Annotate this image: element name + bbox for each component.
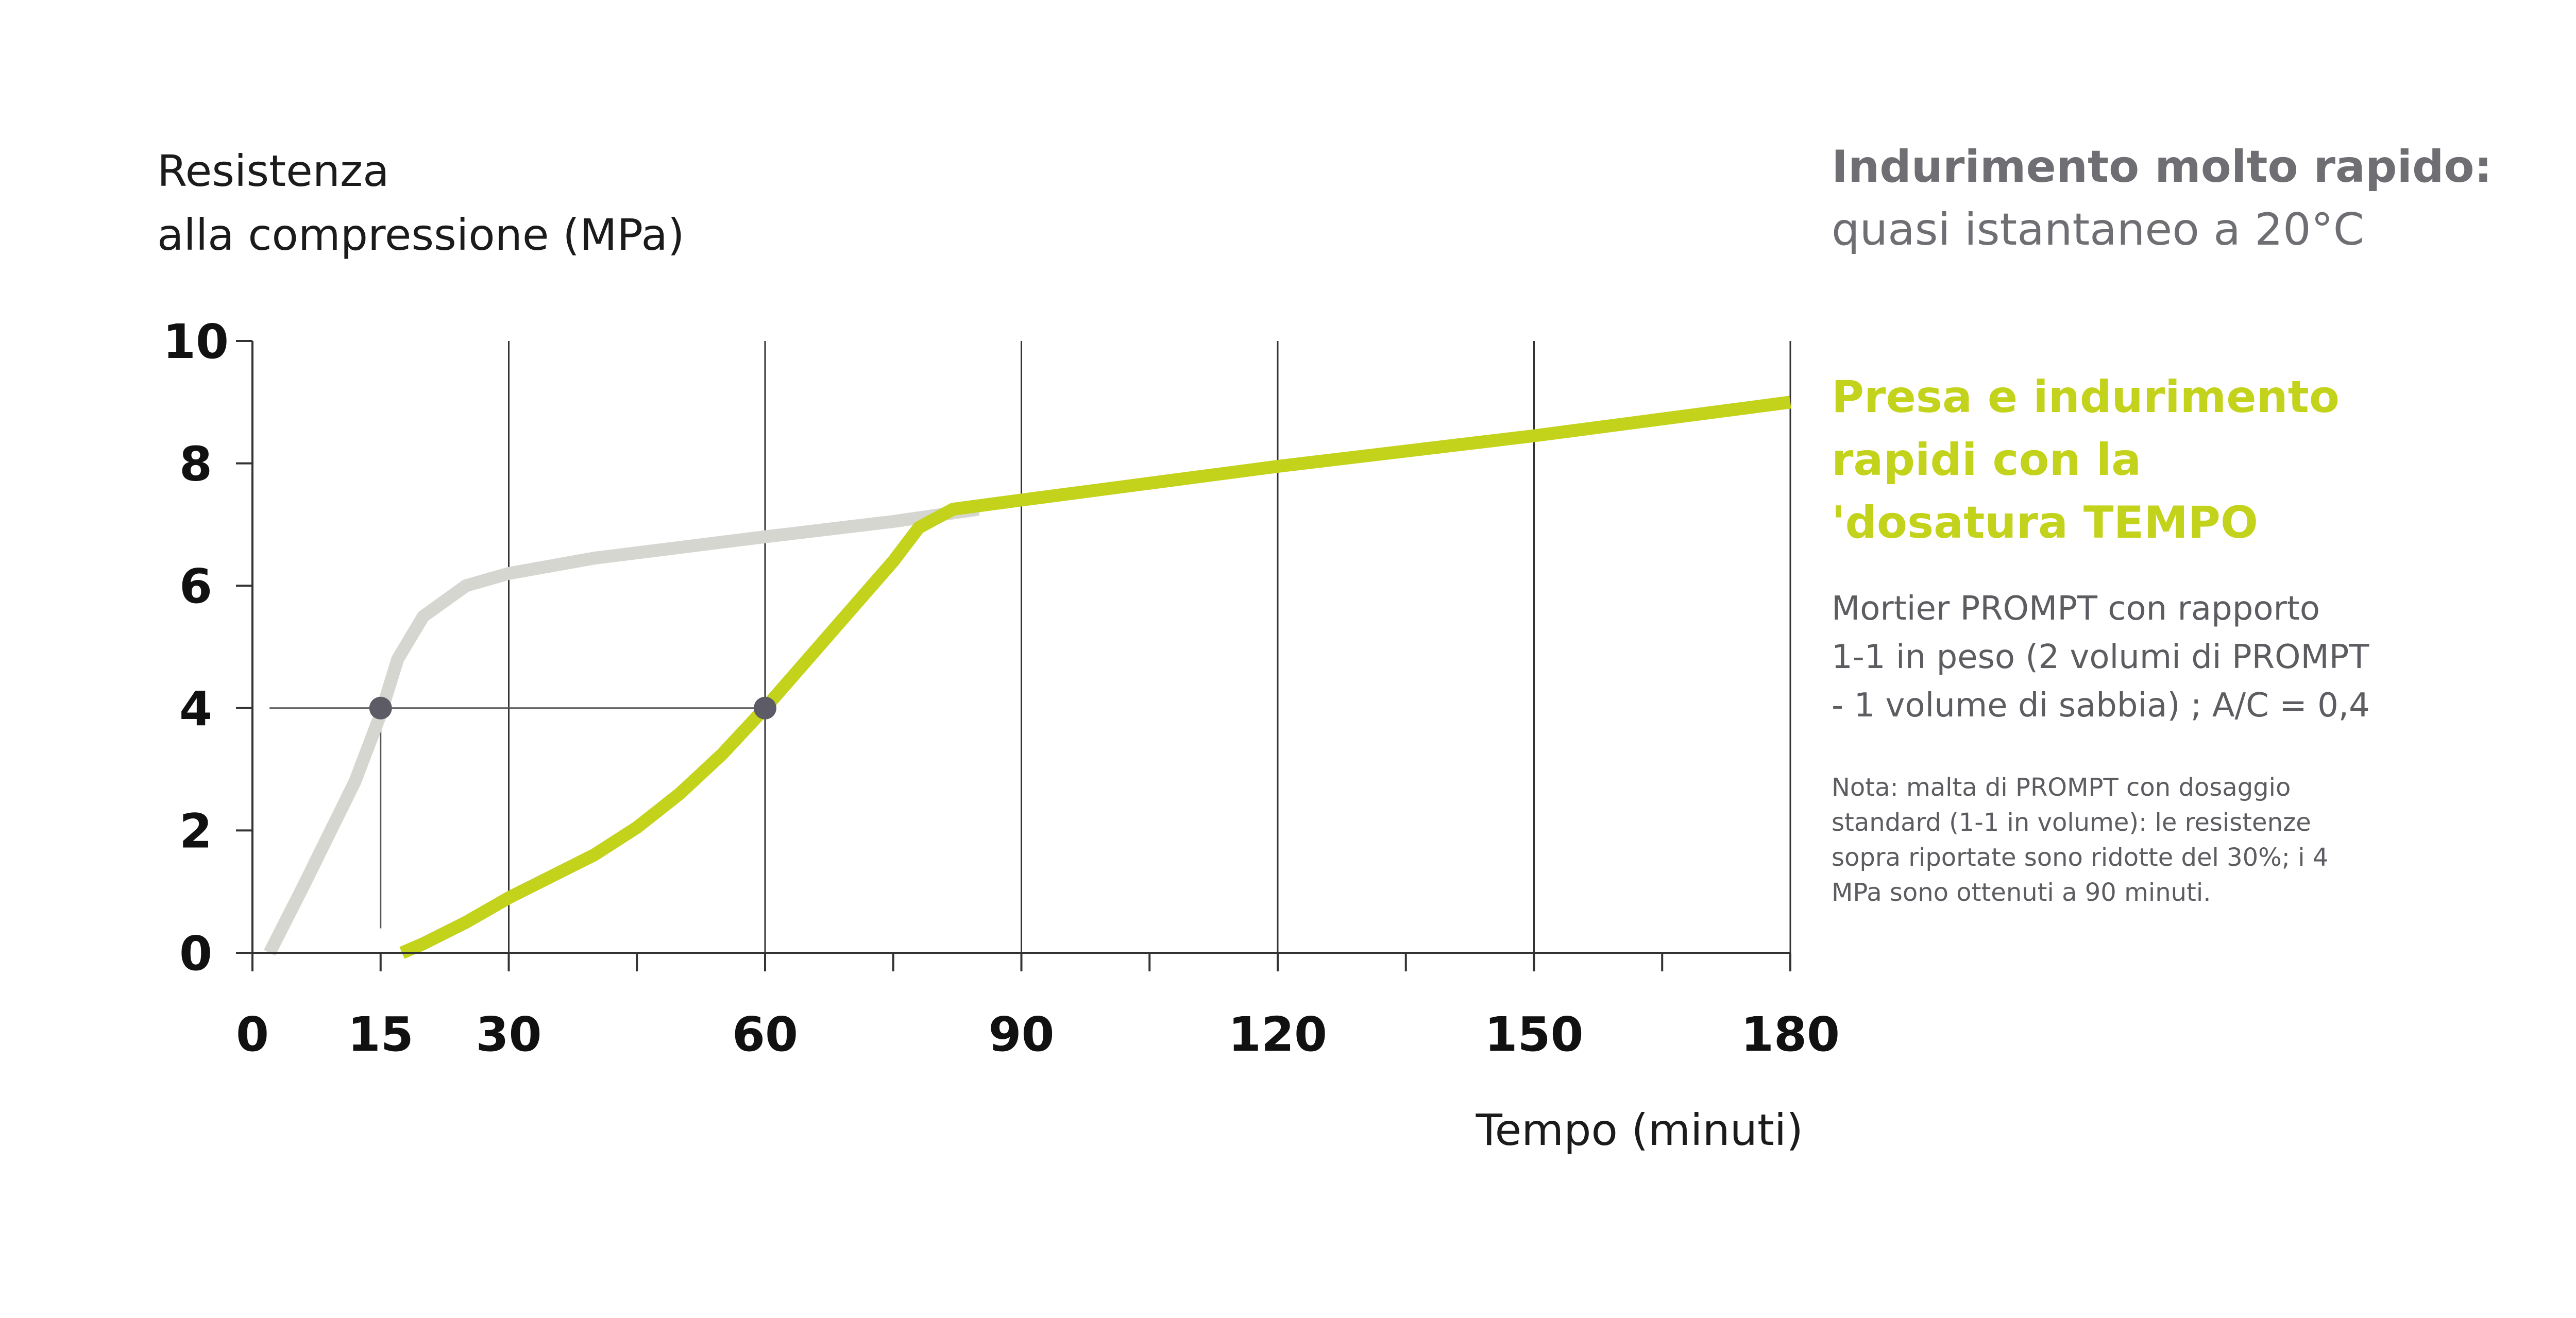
marker-point-15 (369, 696, 392, 720)
y-tick-label-4: 4 (179, 681, 212, 737)
y-tick-label-6: 6 (179, 559, 212, 614)
y-tick-label-8: 8 (179, 437, 212, 492)
y-tick-label-2: 2 (179, 803, 212, 859)
y-tick-label-0: 0 (179, 926, 212, 981)
footnote: Nota: malta di PROMPT con dosaggio stand… (1832, 773, 2329, 907)
x-tick-label-180: 180 (1741, 1007, 1840, 1062)
series-layer (264, 396, 1791, 959)
axis-layer (236, 340, 1791, 971)
marker-layer (369, 696, 776, 720)
y-tick-label-10: 10 (163, 314, 229, 369)
marker-point-60 (754, 696, 776, 720)
series-highlight-title: Presa e indurimento rapidi con la 'dosat… (1832, 371, 2340, 549)
x-axis-title: Tempo (minuti) (1476, 1105, 1803, 1155)
series-line-0 (264, 503, 980, 956)
x-tick-label-0: 0 (236, 1007, 269, 1062)
x-tick-label-90: 90 (988, 1007, 1054, 1062)
x-tick-label-30: 30 (476, 1007, 541, 1062)
x-tick-label-15: 15 (348, 1007, 414, 1062)
mix-description: Mortier PROMPT con rapporto 1-1 in peso … (1832, 590, 2370, 725)
series-line-1 (399, 396, 1791, 959)
y-axis-title: Resistenza alla compressione (MPa) (157, 146, 685, 260)
header-subtitle: quasi istantaneo a 20°C (1832, 204, 2364, 255)
x-tick-label-120: 120 (1228, 1007, 1327, 1062)
x-tick-label-150: 150 (1484, 1007, 1583, 1062)
x-tick-label-60: 60 (732, 1007, 798, 1062)
tick-label-layer: 0 2 4 6 8 10 0 15 30 60 90 120 150 180 (163, 314, 1840, 1062)
grid-layer (269, 341, 1791, 953)
header-title: Indurimento molto rapido: (1832, 141, 2493, 193)
